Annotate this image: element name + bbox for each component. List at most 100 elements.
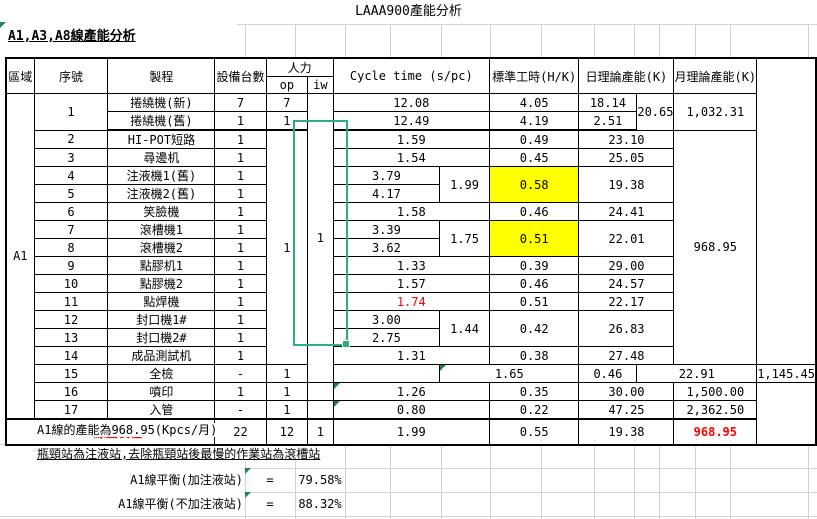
cell-r10-process[interactable]: 點膠機2 [107, 274, 216, 293]
cell-r17-daily[interactable]: 47.25 [578, 400, 675, 420]
cell-r15-iw[interactable] [332, 364, 441, 383]
cell-r14-std[interactable]: 0.38 [488, 346, 580, 365]
cell-r11-daily[interactable]: 22.17 [578, 292, 675, 311]
cell-r7-daily[interactable]: 22.01 [578, 220, 675, 257]
balance-with-injection-value[interactable]: 79.58% [298, 473, 342, 487]
cell-r1b-op[interactable]: 1 [265, 111, 309, 131]
cell-r15-monthly[interactable]: 1,145.45 [756, 364, 817, 383]
cell-r17-process[interactable]: 入管 [107, 400, 216, 420]
cell-r1-seq[interactable]: 1 [33, 93, 109, 131]
balance-without-injection-value[interactable]: 88.32% [298, 497, 342, 511]
cell-r9-process[interactable]: 點膠机1 [107, 256, 216, 275]
cell-r1a-std[interactable]: 4.05 [488, 93, 580, 112]
balance-with-injection-label[interactable]: A1線平衡(加注液站) [0, 468, 243, 492]
cell-r13-process[interactable]: 封口機2# [107, 328, 216, 347]
cell-r1b-std[interactable]: 4.19 [488, 111, 580, 131]
cell-r3-process[interactable]: 尋邊机 [107, 148, 216, 167]
cell-r9-std[interactable]: 0.39 [488, 256, 580, 275]
col-header-machines[interactable]: 設備台數 [214, 57, 267, 94]
cell-r7-machines[interactable]: 1 [214, 220, 267, 239]
balance-with-injection-equals[interactable]: = [245, 468, 295, 492]
cell-r2-process[interactable]: HI-POT短路 [107, 129, 216, 149]
cell-r15-process[interactable]: 全檢 [107, 364, 216, 383]
fill-handle[interactable] [342, 340, 350, 348]
cell-r15-std[interactable]: 0.46 [578, 364, 638, 383]
cell-monthly-merged[interactable]: 968.95 [673, 129, 758, 365]
cell-r5-cycle[interactable]: 4.17 [332, 184, 441, 203]
cell-r14-seq[interactable]: 14 [33, 346, 109, 365]
cell-r5-seq[interactable]: 5 [33, 184, 109, 203]
cell-r1a-op[interactable]: 7 [265, 93, 309, 112]
cell-r8-seq[interactable]: 8 [33, 238, 109, 257]
cell-r12-daily[interactable]: 26.83 [578, 310, 675, 347]
cell-r9-machines[interactable]: 1 [214, 256, 267, 275]
cell-r12-std[interactable]: 0.42 [488, 310, 580, 347]
cell-r15-seq[interactable]: 15 [33, 364, 109, 383]
cell-r17-monthly[interactable]: 2,362.50 [673, 400, 758, 420]
cell-r5-machines[interactable]: 1 [214, 184, 267, 203]
cell-r16-seq[interactable]: 16 [33, 382, 109, 401]
cell-r11-cycle-alert[interactable]: 1.74 [332, 292, 490, 311]
cell-r6-cycle[interactable]: 1.58 [332, 202, 490, 221]
cell-r6-daily[interactable]: 24.41 [578, 202, 675, 221]
cell-r16-std[interactable]: 0.35 [488, 382, 580, 401]
cell-r16-process[interactable]: 噴印 [107, 382, 216, 401]
col-header-iw[interactable]: iw [307, 76, 334, 94]
cell-r10-machines[interactable]: 1 [214, 274, 267, 293]
cell-r9-seq[interactable]: 9 [33, 256, 109, 275]
cell-r1a-machines[interactable]: 7 [214, 93, 267, 112]
col-header-seq[interactable]: 序號 [33, 57, 109, 94]
cell-r15-op[interactable]: 1 [265, 364, 309, 383]
cell-r10-seq[interactable]: 10 [33, 274, 109, 293]
cell-r1b-process[interactable]: 捲繞機(舊) [107, 111, 216, 131]
summary-std[interactable]: 0.55 [488, 418, 580, 446]
cell-r12-cycle-avg[interactable]: 1.44 [439, 310, 490, 347]
cell-r10-daily[interactable]: 24.57 [578, 274, 675, 293]
cell-r16-machines[interactable]: 1 [214, 382, 267, 401]
cell-r4-cycle-avg[interactable]: 1.99 [439, 166, 490, 203]
balance-without-injection-equals[interactable]: = [245, 492, 295, 516]
cell-r14-cycle[interactable]: 1.31 [332, 346, 490, 365]
cell-r10-cycle[interactable]: 1.57 [332, 274, 490, 293]
cell-r2-seq[interactable]: 2 [33, 129, 109, 149]
cell-r13-cycle[interactable]: 2.75 [332, 328, 441, 347]
cell-r7-cycle[interactable]: 3.39 [332, 220, 441, 239]
cell-r14-daily[interactable]: 27.48 [578, 346, 675, 365]
cell-r1a-daily[interactable]: 18.14 [578, 93, 638, 112]
col-header-manpower[interactable]: 人力 [265, 57, 334, 77]
cell-r4-daily[interactable]: 19.38 [578, 166, 675, 203]
cell-r17-machines[interactable]: - [214, 400, 267, 420]
cell-r4-machines[interactable]: 1 [214, 166, 267, 185]
cell-r7-cycle-avg[interactable]: 1.75 [439, 220, 490, 257]
note-capacity[interactable]: A1線的產能為968.95(Kpcs/月) [35, 423, 220, 437]
cell-r8-process[interactable]: 滾槽機2 [107, 238, 216, 257]
cell-r17-cycle[interactable]: 0.80 [332, 400, 490, 420]
cell-r12-process[interactable]: 封口機1# [107, 310, 216, 329]
cell-r12-seq[interactable]: 12 [33, 310, 109, 329]
selection-box[interactable] [293, 120, 350, 348]
cell-area[interactable]: A1 [5, 93, 35, 420]
cell-r17-op[interactable]: 1 [265, 400, 309, 420]
cell-r1b-cycle[interactable]: 12.49 [332, 111, 490, 131]
cell-r1-monthly[interactable]: 1,032.31 [673, 93, 758, 131]
cell-r17-seq[interactable]: 17 [33, 400, 109, 420]
cell-r16-daily[interactable]: 30.00 [578, 382, 675, 401]
summary-op[interactable]: 12 [265, 418, 309, 446]
col-header-std[interactable]: 標準工時(H/K) [488, 57, 580, 94]
balance-without-injection-label[interactable]: A1線平衡(不加注液站) [0, 492, 243, 516]
cell-r9-daily[interactable]: 29.00 [578, 256, 675, 275]
col-header-daily[interactable]: 日理論產能(K) [578, 57, 675, 94]
col-header-monthly[interactable]: 月理論產能(K) [673, 57, 758, 94]
cell-r7-std-highlighted[interactable]: 0.51 [488, 220, 580, 257]
cell-r4-seq[interactable]: 4 [33, 166, 109, 185]
cell-r3-machines[interactable]: 1 [214, 148, 267, 167]
cell-r2-cycle[interactable]: 1.59 [332, 129, 490, 149]
cell-r1a-process[interactable]: 捲繞機(新) [107, 93, 216, 112]
cell-r3-std[interactable]: 0.45 [488, 148, 580, 167]
cell-r3-seq[interactable]: 3 [33, 148, 109, 167]
cell-r12-machines[interactable]: 1 [214, 310, 267, 329]
summary-cycle[interactable]: 1.99 [332, 418, 490, 446]
cell-r6-seq[interactable]: 6 [33, 202, 109, 221]
col-header-op[interactable]: op [265, 76, 309, 94]
cell-r14-process[interactable]: 成品測試机 [107, 346, 216, 365]
